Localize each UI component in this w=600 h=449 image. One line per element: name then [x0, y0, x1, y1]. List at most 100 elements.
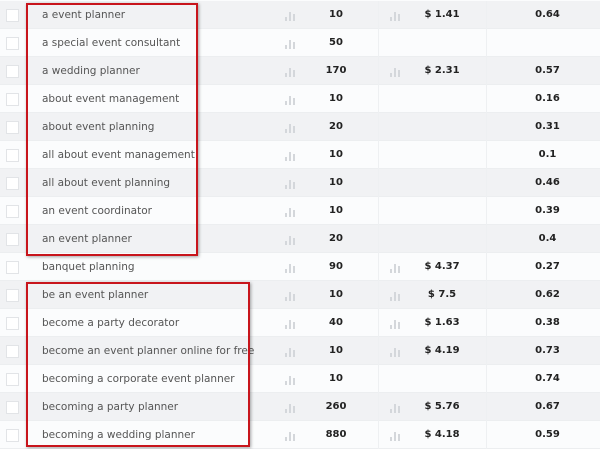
row-checkbox[interactable] — [6, 93, 19, 106]
bar-chart-icon[interactable] — [390, 1, 402, 29]
bar-chart-icon[interactable] — [285, 365, 297, 393]
keyword-text: becoming a corporate event planner — [42, 373, 235, 385]
bar-chart-icon[interactable] — [390, 337, 402, 365]
column-divider — [486, 1, 487, 449]
competition-value: 0.74 — [535, 373, 560, 384]
keyword-text: about event planning — [42, 121, 155, 133]
row-checkbox[interactable] — [6, 401, 19, 414]
bar-chart-icon[interactable] — [285, 1, 297, 29]
bar-chart-icon[interactable] — [390, 393, 402, 421]
table-row: banquet planning 90 $ 4.37 0.27 — [0, 253, 600, 281]
cpc-value — [412, 197, 472, 225]
table-row: becoming a party planner 260 $ 5.76 0.67 — [0, 393, 600, 421]
cpc-value — [412, 365, 472, 393]
bar-chart-icon[interactable] — [285, 225, 297, 253]
row-checkbox[interactable] — [6, 261, 19, 274]
row-checkbox[interactable] — [6, 205, 19, 218]
row-checkbox[interactable] — [6, 121, 19, 134]
competition-value: 0.46 — [535, 177, 560, 188]
keyword-text: be an event planner — [42, 289, 149, 301]
bar-chart-icon[interactable] — [390, 57, 402, 85]
keyword-text: becoming a wedding planner — [42, 429, 195, 441]
competition-value: 0.57 — [535, 65, 560, 76]
table-row: about event planning 20 0.31 — [0, 113, 600, 141]
cpc-value: $ 5.76 — [424, 401, 460, 412]
table-row: all about event management 10 0.1 — [0, 141, 600, 169]
table-row: an event planner 20 0.4 — [0, 225, 600, 253]
keyword-text: about event management — [42, 93, 180, 105]
bar-chart-icon[interactable] — [390, 253, 402, 281]
cpc-value: $ 1.41 — [424, 9, 460, 20]
keyword-text: become an event planner online for free — [42, 345, 255, 357]
search-volume: 10 — [329, 205, 343, 216]
bar-chart-icon[interactable] — [285, 253, 297, 281]
row-checkbox[interactable] — [6, 37, 19, 50]
keyword-text: become a party decorator — [42, 317, 180, 329]
bar-chart-icon[interactable] — [285, 281, 297, 309]
search-volume: 40 — [329, 317, 343, 328]
competition-value: 0.59 — [535, 429, 560, 440]
row-checkbox[interactable] — [6, 177, 19, 190]
table-row: about event management 10 0.16 — [0, 85, 600, 113]
table-row: become a party decorator 40 $ 1.63 0.38 — [0, 309, 600, 337]
competition-value: 0.64 — [535, 9, 560, 20]
competition-value: 0.62 — [535, 289, 560, 300]
bar-chart-icon[interactable] — [285, 337, 297, 365]
search-volume: 10 — [329, 373, 343, 384]
search-volume: 20 — [329, 121, 343, 132]
bar-chart-icon[interactable] — [285, 57, 297, 85]
bar-chart-icon[interactable] — [285, 141, 297, 169]
competition-value: 0.67 — [535, 401, 560, 412]
row-checkbox[interactable] — [6, 65, 19, 78]
cpc-value: $ 1.63 — [424, 317, 460, 328]
bar-chart-icon[interactable] — [390, 309, 402, 337]
table-row: a wedding planner 170 $ 2.31 0.57 — [0, 57, 600, 85]
bar-chart-icon[interactable] — [285, 197, 297, 225]
bar-chart-icon[interactable] — [285, 29, 297, 57]
competition-value: 0.16 — [535, 93, 560, 104]
cpc-value: $ 2.31 — [424, 65, 460, 76]
cpc-value — [412, 113, 472, 141]
competition-value: 0.27 — [535, 261, 560, 272]
competition-value: 0.38 — [535, 317, 560, 328]
bar-chart-icon[interactable] — [285, 85, 297, 113]
cpc-value — [412, 225, 472, 253]
row-checkbox[interactable] — [6, 149, 19, 162]
keyword-text: all about event planning — [42, 177, 171, 189]
competition-value: 0.73 — [535, 345, 560, 356]
bar-chart-icon[interactable] — [390, 281, 402, 309]
competition-value: 0.31 — [535, 121, 560, 132]
cpc-value: $ 7.5 — [427, 289, 457, 300]
competition-value: 0.1 — [538, 149, 557, 160]
keyword-text: all about event management — [42, 149, 195, 161]
table-row: becoming a corporate event planner 10 0.… — [0, 365, 600, 393]
search-volume: 20 — [329, 233, 343, 244]
keyword-text: a event planner — [42, 9, 126, 21]
search-volume: 50 — [329, 37, 343, 48]
keyword-text: a special event consultant — [42, 37, 181, 49]
keyword-text: a wedding planner — [42, 65, 140, 77]
column-divider — [378, 1, 379, 449]
row-checkbox[interactable] — [6, 373, 19, 386]
row-checkbox[interactable] — [6, 317, 19, 330]
competition-value: 0.39 — [535, 205, 560, 216]
bar-chart-icon[interactable] — [390, 421, 402, 449]
row-checkbox[interactable] — [6, 345, 19, 358]
cpc-value: $ 4.19 — [424, 345, 460, 356]
row-checkbox[interactable] — [6, 429, 19, 442]
row-checkbox[interactable] — [6, 233, 19, 246]
search-volume: 10 — [329, 289, 343, 300]
bar-chart-icon[interactable] — [285, 169, 297, 197]
cpc-value — [412, 141, 472, 169]
bar-chart-icon[interactable] — [285, 113, 297, 141]
search-volume: 260 — [325, 401, 347, 412]
row-checkbox[interactable] — [6, 9, 19, 22]
bar-chart-icon[interactable] — [285, 309, 297, 337]
bar-chart-icon[interactable] — [285, 393, 297, 421]
bar-chart-icon[interactable] — [285, 421, 297, 449]
search-volume: 10 — [329, 177, 343, 188]
cpc-value — [412, 169, 472, 197]
row-checkbox[interactable] — [6, 289, 19, 302]
table-row: a event planner 10 $ 1.41 0.64 — [0, 1, 600, 29]
